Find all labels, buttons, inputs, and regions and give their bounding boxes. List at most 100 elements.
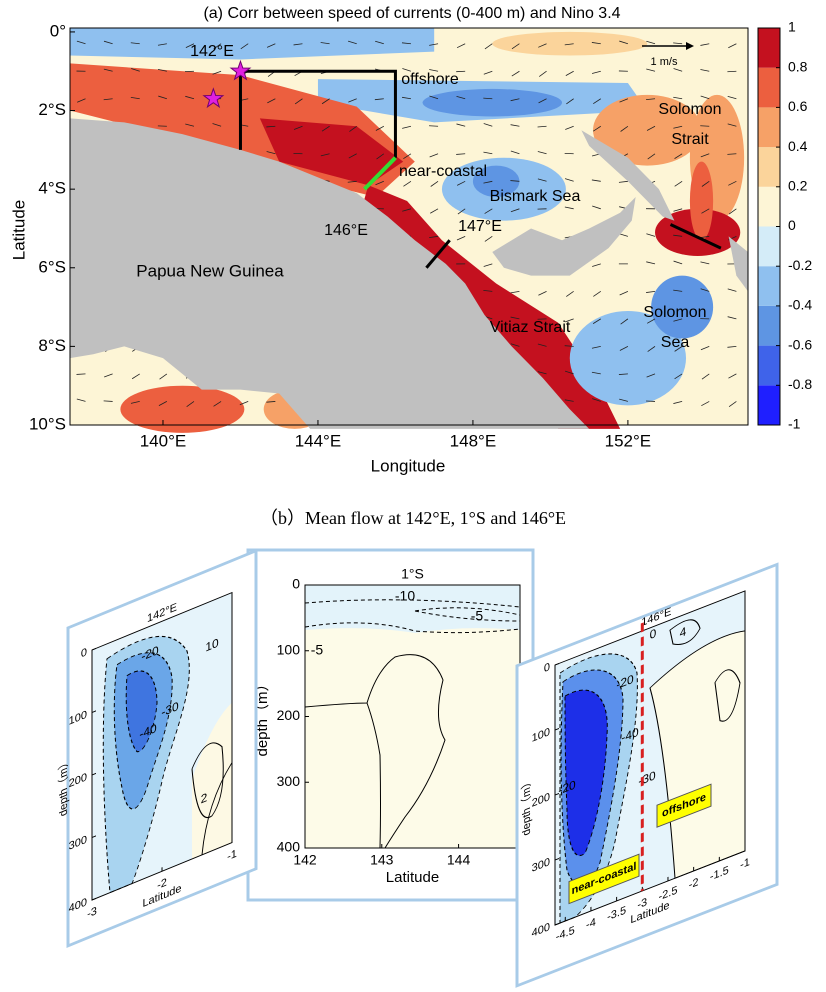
current-vector — [728, 401, 737, 407]
correlation-patch — [651, 275, 714, 339]
land — [728, 236, 748, 292]
current-vector — [673, 125, 683, 129]
current-vector — [564, 399, 574, 402]
current-vector — [430, 208, 439, 214]
current-vector — [158, 95, 167, 100]
current-vector — [620, 125, 629, 132]
current-vector — [728, 208, 737, 215]
x-tick-label: 152°E — [605, 431, 652, 450]
y-tick-label: 0° — [50, 21, 66, 40]
current-vector — [457, 208, 466, 215]
y-tick — [92, 897, 96, 901]
current-vector — [510, 316, 520, 320]
current-vector — [349, 125, 357, 132]
current-vector — [185, 123, 195, 127]
current-vector — [403, 153, 412, 159]
current-vector — [700, 43, 710, 46]
annotation: near-coastal — [399, 163, 487, 180]
station-star — [229, 59, 252, 81]
current-vector — [592, 263, 601, 267]
scale-arrow-head — [686, 42, 694, 50]
contour — [125, 670, 158, 753]
contour — [201, 762, 233, 856]
current-vector — [646, 40, 656, 45]
region-box — [568, 853, 640, 905]
current-vector — [76, 398, 86, 402]
current-vector — [240, 43, 249, 50]
current-vector — [456, 235, 466, 241]
current-vector — [592, 318, 601, 324]
y-axis-label: depth（m） — [520, 774, 533, 838]
current-vector — [429, 235, 439, 238]
x-axis-label: Longitude — [371, 456, 446, 475]
current-vector — [727, 288, 737, 292]
current-vector — [483, 290, 493, 292]
contour-label: -5 — [311, 642, 324, 658]
y-tick-label: 10°S — [29, 414, 66, 433]
current-vector — [537, 371, 547, 375]
current-vector — [646, 318, 656, 324]
current-vector — [538, 98, 547, 104]
contour — [714, 669, 741, 722]
region-box — [656, 783, 712, 828]
x-tick-label: 144°E — [295, 431, 342, 450]
current-vector — [700, 288, 710, 292]
correlation-patch — [492, 31, 648, 56]
colorbar-tick-label: -0.6 — [788, 336, 812, 352]
section-box — [238, 69, 397, 158]
y-tick-label: 100 — [277, 641, 301, 657]
current-vector — [185, 95, 195, 100]
colorbar-tick-label: 0.8 — [788, 58, 808, 74]
current-vector — [511, 70, 520, 77]
current-vector — [483, 151, 493, 155]
colorbar-bin — [758, 186, 780, 227]
current-vector — [591, 345, 601, 349]
current-vector — [77, 98, 86, 103]
current-vector — [510, 124, 520, 127]
colorbar-tick-label: 0.2 — [788, 178, 808, 194]
current-vector — [619, 290, 629, 296]
current-vector — [565, 125, 574, 130]
contour-label: -10 — [395, 588, 415, 604]
current-vector — [130, 96, 140, 100]
current-vector — [591, 179, 601, 182]
colorbar-tick-label: 0 — [788, 217, 796, 233]
current-vector — [593, 291, 602, 297]
panel-b: 142 143 1440100200300400-10-5-51°SLatitude… — [57, 548, 779, 988]
y-tick-label: 0 — [81, 646, 87, 660]
current-vector — [212, 123, 222, 127]
current-vector — [429, 69, 439, 72]
contour — [304, 622, 521, 634]
current-vector — [510, 208, 520, 213]
current-vector — [213, 401, 222, 407]
x-axis-label: Latitude — [386, 869, 439, 886]
current-vector — [700, 153, 710, 158]
current-vector — [673, 42, 683, 45]
current-vector — [510, 180, 520, 182]
current-vector — [456, 180, 466, 186]
correlation-patch — [569, 311, 687, 406]
station-star — [202, 87, 225, 109]
current-vector — [619, 398, 628, 402]
correlation-patch — [360, 185, 621, 429]
y-tick — [555, 922, 559, 926]
colorbar-bin — [758, 385, 780, 425]
current-vector — [727, 95, 737, 100]
y-tick-label: 300 — [277, 773, 301, 789]
current-vector — [456, 43, 466, 49]
y-tick — [92, 772, 96, 776]
current-vector — [429, 95, 439, 100]
current-vector — [565, 318, 574, 323]
contour — [414, 607, 521, 622]
colorbar-tick-label: 1 — [788, 19, 796, 35]
map-frame — [69, 27, 749, 426]
section-line — [425, 239, 451, 269]
current-vector — [673, 318, 683, 322]
current-vector — [104, 373, 113, 378]
contour-label: 2 — [201, 790, 208, 806]
current-vector — [293, 125, 303, 130]
current-vector — [538, 43, 547, 48]
colorbar-tick-label: 0.6 — [788, 98, 808, 114]
